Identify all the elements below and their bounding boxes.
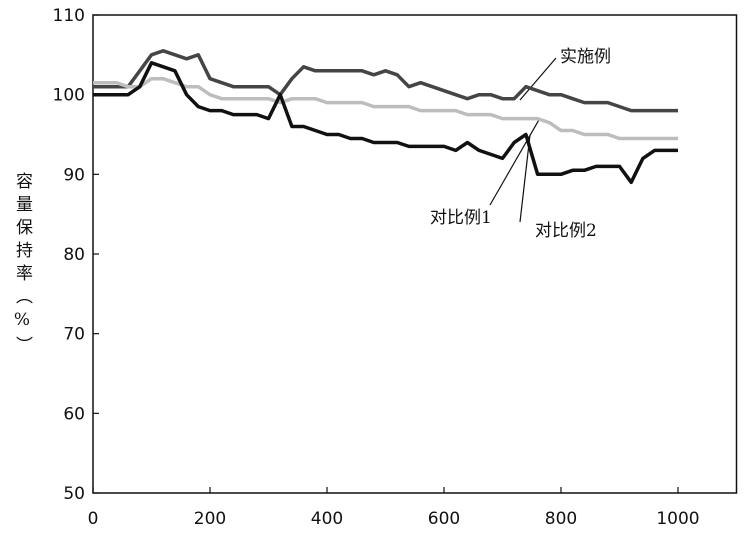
series-line xyxy=(93,76,678,141)
y-tick-label: 50 xyxy=(63,484,85,504)
leader-line xyxy=(519,134,531,223)
x-tick-label: 0 xyxy=(88,509,99,529)
x-tick-label: 600 xyxy=(428,509,460,529)
y-tick-label: 110 xyxy=(53,6,85,26)
y-tick-label: 100 xyxy=(53,86,85,106)
x-tick-label: 400 xyxy=(311,509,343,529)
y-axis-label: 容量保持率（%） xyxy=(12,172,32,359)
y-tick-label: 70 xyxy=(63,325,85,345)
x-tick-label: 1000 xyxy=(656,509,699,529)
x-tick-label: 200 xyxy=(194,509,226,529)
y-tick-label: 60 xyxy=(63,404,85,424)
y-tick-label: 90 xyxy=(63,165,85,185)
leader-line xyxy=(519,57,557,101)
series-label: 实施例 xyxy=(560,47,611,67)
leader-line xyxy=(489,117,541,206)
series-line xyxy=(93,61,678,185)
ticks: 50 60 70 80 90 100 110 0 200 400 600 800 1000 xyxy=(53,6,700,529)
y-tick-label: 80 xyxy=(63,245,85,265)
series-line xyxy=(93,49,678,113)
series-label: 对比例1 xyxy=(430,208,492,228)
series-label: 对比例2 xyxy=(535,221,597,241)
x-tick-label: 800 xyxy=(545,509,577,529)
